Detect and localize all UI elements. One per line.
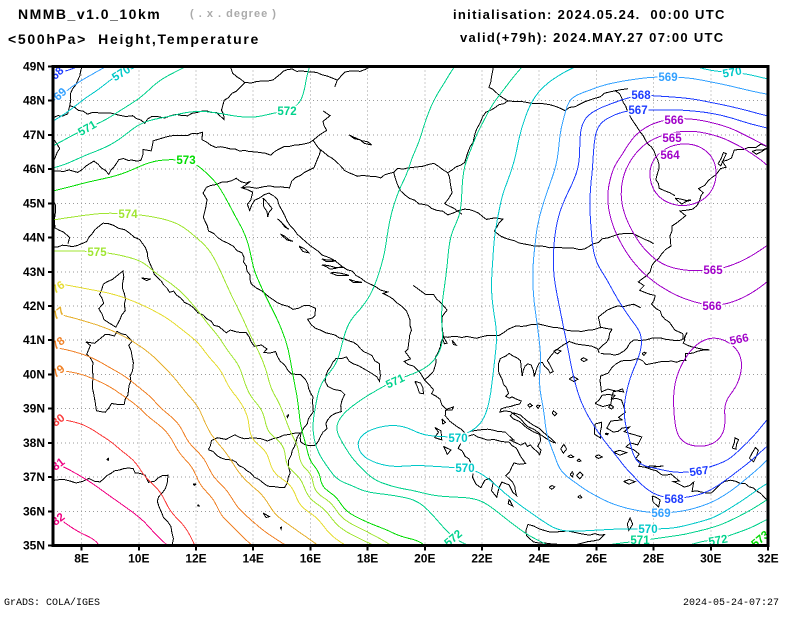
svg-text:575: 575 <box>87 247 107 259</box>
svg-text:49N: 49N <box>23 60 45 74</box>
svg-text:24E: 24E <box>529 552 550 566</box>
svg-text:569: 569 <box>651 508 670 520</box>
svg-text:41N: 41N <box>23 333 45 347</box>
svg-text:28E: 28E <box>643 552 664 566</box>
svg-text:568: 568 <box>664 494 684 506</box>
svg-text:570: 570 <box>722 65 743 80</box>
svg-text:30E: 30E <box>700 552 721 566</box>
svg-text:40N: 40N <box>23 367 45 381</box>
svg-text:567: 567 <box>689 465 710 480</box>
svg-text:14E: 14E <box>243 552 264 566</box>
svg-text:43N: 43N <box>23 265 45 279</box>
svg-text:571: 571 <box>630 535 650 547</box>
svg-text:42N: 42N <box>23 299 45 313</box>
svg-text:22E: 22E <box>471 552 492 566</box>
svg-text:564: 564 <box>660 150 680 162</box>
svg-text:44N: 44N <box>23 231 45 245</box>
svg-text:18E: 18E <box>357 552 378 566</box>
svg-text:32E: 32E <box>757 552 778 566</box>
svg-text:566: 566 <box>702 301 721 313</box>
svg-text:569: 569 <box>658 72 677 84</box>
svg-text:568: 568 <box>631 90 651 102</box>
svg-text:572: 572 <box>708 533 729 548</box>
svg-text:8E: 8E <box>74 552 89 566</box>
svg-text:38N: 38N <box>23 436 45 450</box>
svg-text:26E: 26E <box>586 552 607 566</box>
svg-text:570: 570 <box>638 524 657 536</box>
svg-text:572: 572 <box>277 106 296 118</box>
svg-text:573: 573 <box>176 155 195 167</box>
svg-text:574: 574 <box>118 209 138 221</box>
svg-text:12E: 12E <box>185 552 206 566</box>
svg-text:46N: 46N <box>23 162 45 176</box>
svg-text:37N: 37N <box>23 470 45 484</box>
svg-text:20E: 20E <box>414 552 435 566</box>
svg-text:566: 566 <box>664 115 683 127</box>
svg-text:570: 570 <box>455 463 474 475</box>
svg-text:566: 566 <box>729 332 750 348</box>
svg-text:36N: 36N <box>23 504 45 518</box>
svg-text:16E: 16E <box>300 552 321 566</box>
svg-text:45N: 45N <box>23 196 45 210</box>
svg-text:35N: 35N <box>23 539 45 553</box>
svg-text:565: 565 <box>703 265 723 277</box>
svg-text:47N: 47N <box>23 128 45 142</box>
svg-text:39N: 39N <box>23 402 45 416</box>
svg-text:10E: 10E <box>128 552 149 566</box>
svg-text:567: 567 <box>628 105 647 117</box>
svg-text:570: 570 <box>448 433 467 445</box>
svg-text:48N: 48N <box>23 94 45 108</box>
svg-text:565: 565 <box>662 133 682 145</box>
